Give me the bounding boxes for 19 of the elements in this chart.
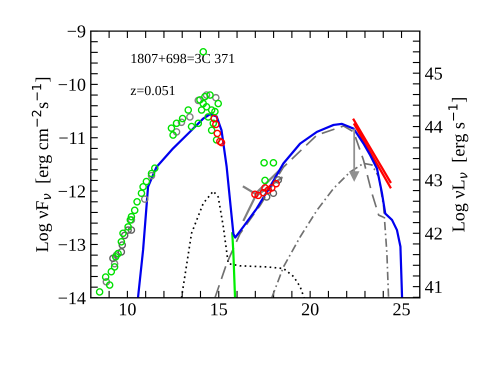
annotation: 1807+698=3C 371 — [132, 54, 234, 64]
y-tick-label: −10 — [58, 78, 86, 91]
y2-tick-label: 45 — [425, 68, 442, 80]
y2-axis-title: Log νL$_{ν}$ [erg s$^{−1}$] — [448, 98, 468, 232]
x-tick-label: 15 — [211, 303, 228, 316]
y-tick-label: −12 — [58, 185, 85, 198]
annotation: z=0.051 — [130, 86, 175, 96]
y2-tick-label: 41 — [425, 280, 442, 293]
y-axis-title: Log νF$_{ν}$ [erg cm$^{−2}$s$^{−1}$] — [32, 78, 52, 252]
y-tick-label: −14 — [58, 292, 86, 304]
y-tick-label: −13 — [58, 238, 86, 251]
x-tick-label: 10 — [120, 303, 136, 316]
y2-tick-label: 42 — [425, 228, 442, 240]
x-tick-label: 25 — [393, 303, 410, 316]
y2-tick-label: 44 — [425, 120, 442, 133]
y2-tick-label: 43 — [425, 174, 442, 186]
y-tick-label: −11 — [59, 132, 85, 144]
x-tick-label: 20 — [302, 303, 318, 316]
y-tick-label: −9 — [68, 25, 86, 38]
